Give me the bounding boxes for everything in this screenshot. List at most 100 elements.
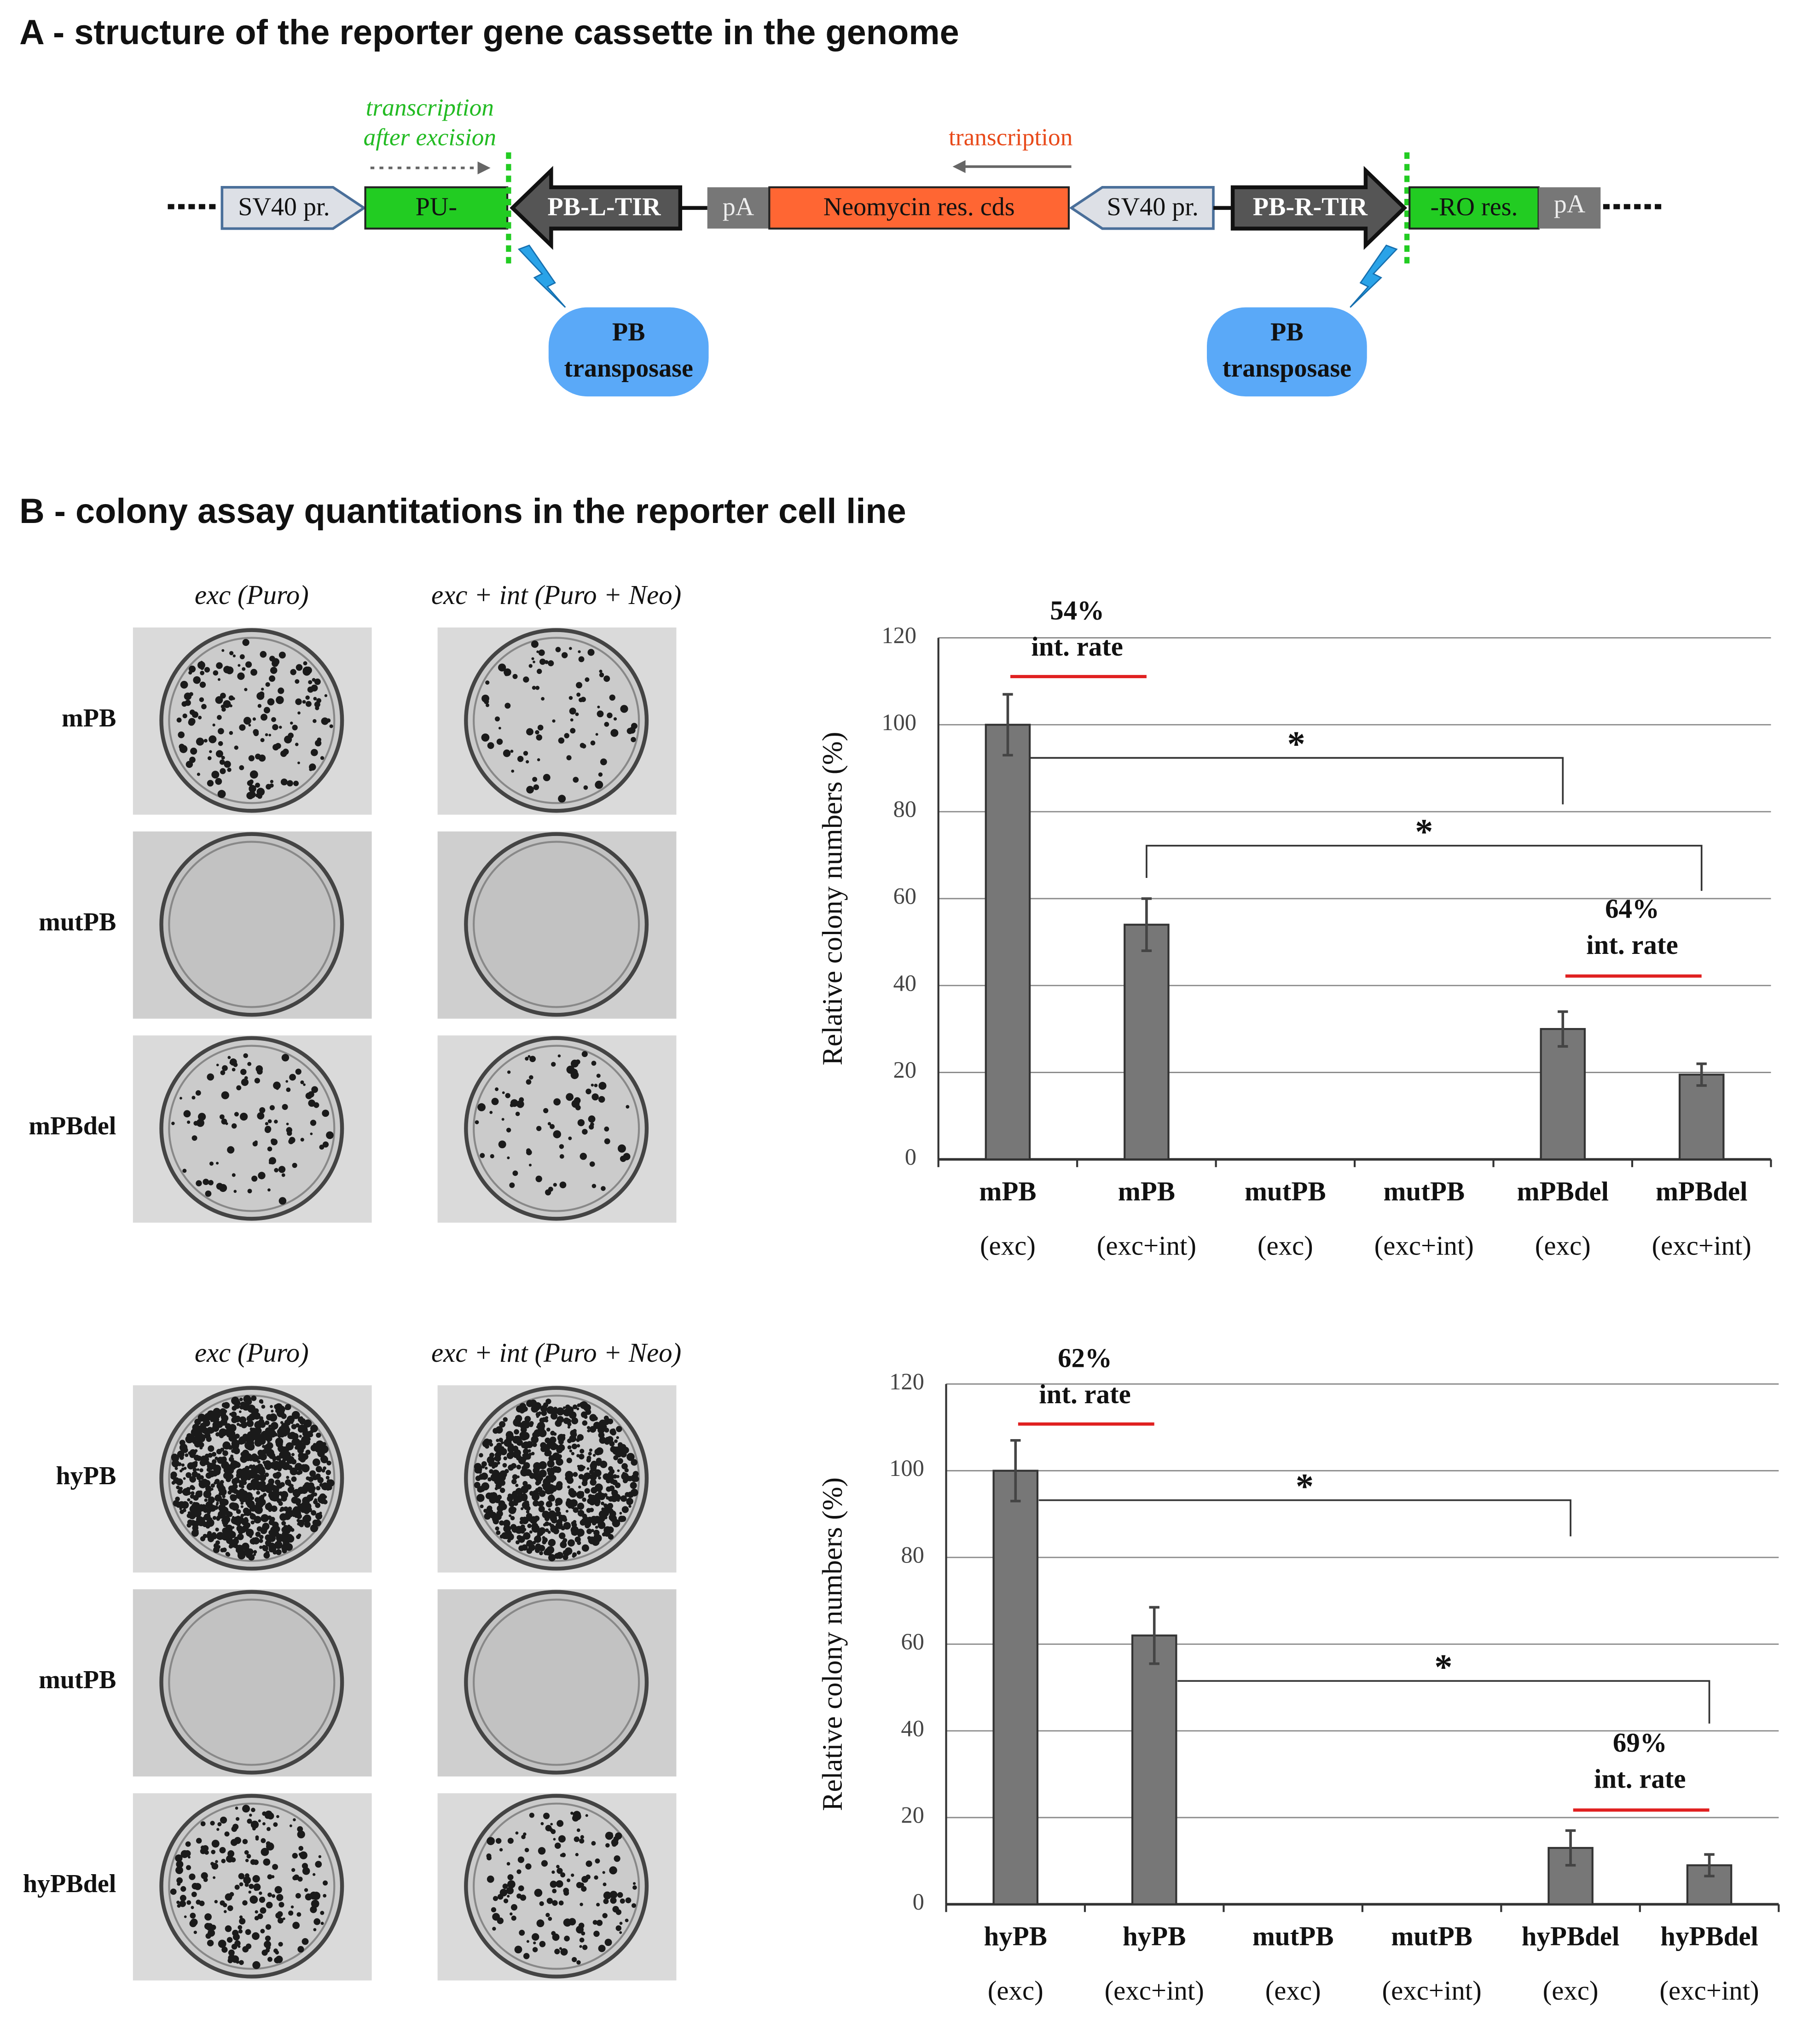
- colony: [515, 1487, 523, 1496]
- colony: [601, 1507, 605, 1511]
- colony: [570, 1812, 574, 1815]
- colony: [602, 1461, 606, 1465]
- colony: [315, 1466, 323, 1473]
- plate-photo: [133, 1035, 372, 1223]
- colony: [211, 1532, 217, 1537]
- colony: [302, 700, 306, 704]
- plate-photo: [133, 1589, 372, 1777]
- colony: [260, 651, 267, 658]
- colony: [313, 1443, 317, 1447]
- colony: [507, 1838, 514, 1844]
- colony: [290, 1528, 295, 1532]
- colony: [560, 1948, 568, 1956]
- colony: [231, 1517, 238, 1524]
- colony: [523, 751, 528, 756]
- y-tick-label: 100: [881, 709, 916, 735]
- colony: [301, 1938, 309, 1945]
- colony: [495, 716, 500, 722]
- colony: [285, 1509, 294, 1518]
- colony: [281, 1430, 287, 1436]
- colony: [244, 1873, 249, 1878]
- colony: [576, 692, 581, 697]
- bar: [1678, 1074, 1725, 1161]
- colony: [526, 1548, 533, 1554]
- colony: [259, 1891, 262, 1895]
- colony: [591, 1529, 594, 1533]
- colony: [477, 1103, 486, 1111]
- colony: [529, 1530, 533, 1534]
- colony: [215, 1543, 219, 1546]
- bar: [992, 1469, 1039, 1905]
- colony: [276, 1409, 285, 1417]
- colony: [177, 1882, 181, 1886]
- colony: [242, 1805, 250, 1813]
- colony: [527, 1517, 533, 1522]
- colony: [189, 1920, 197, 1928]
- colony: [270, 1422, 278, 1430]
- colony: [576, 1444, 580, 1448]
- x-tick-label: mutPB: [1391, 1922, 1472, 1951]
- colony: [523, 1953, 530, 1959]
- colony: [585, 1814, 588, 1817]
- colony: [564, 1547, 573, 1555]
- colony: [242, 1839, 248, 1844]
- colony: [227, 1958, 233, 1963]
- colony: [244, 688, 248, 691]
- colony: [190, 1912, 196, 1919]
- colony: [239, 1960, 244, 1965]
- colony: [298, 1456, 303, 1461]
- colony: [275, 1440, 281, 1446]
- colony: [315, 1502, 321, 1508]
- plate-photo: [133, 1385, 372, 1573]
- colony: [262, 1545, 267, 1550]
- colony: [197, 1413, 206, 1422]
- colony: [245, 1498, 253, 1506]
- colony: [240, 1069, 247, 1075]
- colony: [232, 1478, 238, 1485]
- colony: [206, 1520, 212, 1526]
- colony: [489, 1111, 493, 1114]
- colony: [308, 680, 313, 685]
- colony: [186, 1865, 191, 1870]
- colony: [553, 1528, 559, 1534]
- colony: [302, 1867, 310, 1875]
- colony: [507, 1156, 510, 1160]
- colony: [189, 1500, 193, 1504]
- colony: [555, 1498, 563, 1505]
- colony: [271, 1410, 274, 1413]
- colony: [236, 1509, 241, 1514]
- colony: [503, 1456, 507, 1461]
- colony: [520, 1507, 524, 1510]
- colony: [556, 1820, 564, 1827]
- colony: [297, 1946, 304, 1953]
- colony: [303, 1514, 312, 1523]
- colony: [286, 1456, 295, 1464]
- colony: [526, 1540, 533, 1547]
- colony: [496, 1439, 499, 1442]
- colony: [265, 733, 268, 737]
- colony: [584, 1473, 590, 1479]
- colony: [315, 1861, 322, 1868]
- colony: [270, 779, 274, 784]
- colony: [522, 1433, 527, 1437]
- colony: [534, 1888, 543, 1897]
- colony: [277, 1460, 284, 1468]
- colony: [174, 1467, 178, 1470]
- colony: [532, 685, 536, 690]
- colony: [309, 1470, 316, 1477]
- colony: [533, 1941, 536, 1945]
- colony: [550, 1124, 555, 1129]
- plate: [159, 1036, 344, 1221]
- colony: [281, 1521, 286, 1526]
- y-tick-label: 20: [893, 1057, 916, 1083]
- colony: [531, 1405, 539, 1413]
- colony: [486, 1853, 492, 1859]
- colony: [199, 1459, 207, 1466]
- colony: [551, 1475, 556, 1480]
- colony: [625, 1918, 629, 1922]
- colony: [574, 1836, 580, 1842]
- colony: [265, 682, 270, 687]
- colony: [552, 1416, 555, 1419]
- colony: [590, 740, 596, 746]
- colony: [608, 1478, 612, 1483]
